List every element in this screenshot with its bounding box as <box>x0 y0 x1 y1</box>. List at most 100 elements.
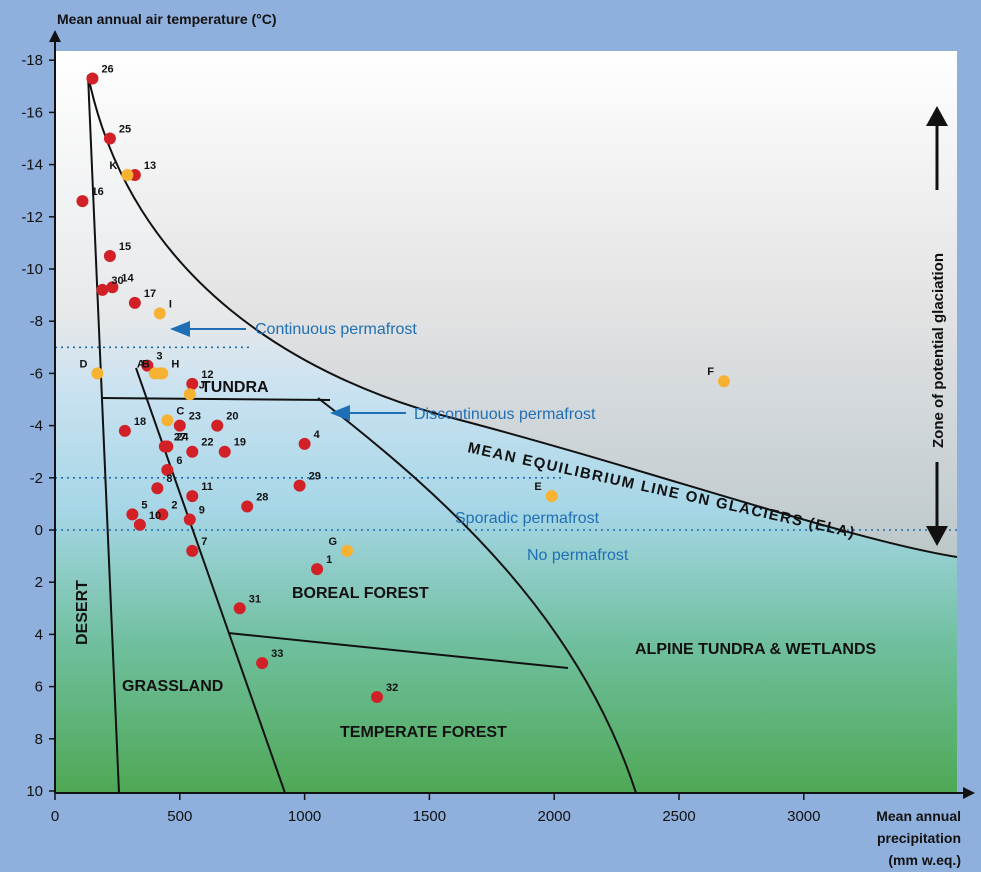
point-33 <box>256 657 269 670</box>
x-axis-title-line1: Mean annual <box>876 808 961 824</box>
point-15 <box>103 249 116 262</box>
point-label-29: 29 <box>309 471 321 483</box>
point-K <box>121 169 134 182</box>
y-ticks: -18 -16 -14 -12 -10 -8 -6 -4 -2 0 2 4 6 8 10 <box>21 52 55 800</box>
point-label-D: D <box>79 358 87 370</box>
point-label-F: F <box>707 366 714 378</box>
point-label-14: 14 <box>121 272 134 284</box>
point-17 <box>128 296 141 309</box>
point-14 <box>106 281 119 294</box>
point-label-26: 26 <box>101 63 113 75</box>
y-tick-label: -14 <box>21 157 43 174</box>
point-9 <box>183 513 196 526</box>
x-tick-label: 500 <box>167 808 192 825</box>
x-tick-label: 1000 <box>288 808 321 825</box>
y-axis-arrow <box>49 30 61 42</box>
zone-label-temperate: TEMPERATE FOREST <box>340 724 507 741</box>
point-J <box>183 388 196 401</box>
point-G <box>341 544 354 557</box>
point-20 <box>211 419 224 432</box>
point-label-6: 6 <box>176 455 182 467</box>
point-F <box>717 375 730 388</box>
zone-label-grassland: GRASSLAND <box>122 678 223 695</box>
point-16 <box>76 195 89 208</box>
point-26 <box>86 72 99 85</box>
point-label-15: 15 <box>119 241 131 253</box>
point-label-8: 8 <box>166 473 172 485</box>
point-label-30: 30 <box>111 275 123 287</box>
continuous-permafrost-label: Continuous permafrost <box>255 321 417 338</box>
point-label-1: 1 <box>326 554 332 566</box>
zone-boundaries <box>87 74 958 794</box>
glaciation-zone <box>88 51 957 557</box>
point-label-5: 5 <box>141 499 147 511</box>
point-label-9: 9 <box>199 505 205 517</box>
x-tick-label: 2500 <box>662 808 695 825</box>
point-12 <box>186 377 199 390</box>
point-label-13: 13 <box>144 160 156 172</box>
y-tick-label: -16 <box>21 104 43 121</box>
point-11 <box>186 490 199 503</box>
x-tick-label: 0 <box>51 808 59 825</box>
point-label-22: 22 <box>201 437 213 449</box>
point-label-20: 20 <box>226 411 238 423</box>
point-label-10: 10 <box>149 510 161 522</box>
point-label-J: J <box>199 379 205 391</box>
point-6 <box>161 463 174 476</box>
point-label-C: C <box>176 405 184 417</box>
y-tick-label: 6 <box>35 679 43 696</box>
point-label-17: 17 <box>144 288 156 300</box>
y-tick-label: 2 <box>35 574 43 591</box>
point-label-16: 16 <box>91 186 103 198</box>
zone-label-boreal: BOREAL FOREST <box>292 585 429 602</box>
point-25 <box>103 132 116 145</box>
point-5 <box>126 508 139 521</box>
x-tick-label: 1500 <box>413 808 446 825</box>
point-label-G: G <box>328 536 337 548</box>
x-axis-title-line3: (mm w.eq.) <box>888 852 961 868</box>
point-label-B: B <box>142 358 150 370</box>
point-label-K: K <box>109 160 117 172</box>
point-label-3: 3 <box>156 351 162 363</box>
point-label-H: H <box>171 358 179 370</box>
desert-boundary <box>87 74 120 794</box>
point-C <box>161 414 174 427</box>
y-tick-label: 8 <box>35 731 43 748</box>
point-label-28: 28 <box>256 492 268 504</box>
point-19 <box>218 445 231 458</box>
point-label-11: 11 <box>201 481 213 493</box>
point-H <box>156 367 169 380</box>
y-tick-label: 10 <box>26 783 43 800</box>
point-label-18: 18 <box>134 416 146 428</box>
point-I <box>153 307 166 320</box>
point-label-12: 12 <box>201 369 213 381</box>
point-4 <box>298 437 311 450</box>
point-1 <box>311 563 324 576</box>
x-axis-arrow <box>963 787 975 799</box>
boreal-boundary <box>317 397 637 794</box>
axes <box>54 40 965 794</box>
permafrost-threshold-lines <box>55 346 957 531</box>
point-label-2: 2 <box>171 499 177 511</box>
y-tick-label: -10 <box>21 261 43 278</box>
zone-label-desert: DESERT <box>74 580 91 645</box>
point-D <box>91 367 104 380</box>
point-32 <box>370 691 383 704</box>
y-tick-label: -2 <box>30 470 43 487</box>
point-30 <box>96 283 109 296</box>
point-28 <box>241 500 254 513</box>
point-label-E: E <box>534 481 541 493</box>
point-27 <box>158 440 171 453</box>
y-tick-label: 0 <box>35 522 43 539</box>
tundra-boundary <box>100 397 331 401</box>
point-label-4: 4 <box>314 429 321 441</box>
point-31 <box>233 602 246 615</box>
point-8 <box>151 482 164 495</box>
point-3 <box>141 359 154 372</box>
no-permafrost-label: No permafrost <box>527 547 629 564</box>
point-label-27: 27 <box>174 431 186 443</box>
x-tick-label: 2000 <box>538 808 571 825</box>
point-23 <box>173 419 186 432</box>
glaciation-arrow <box>926 106 948 546</box>
